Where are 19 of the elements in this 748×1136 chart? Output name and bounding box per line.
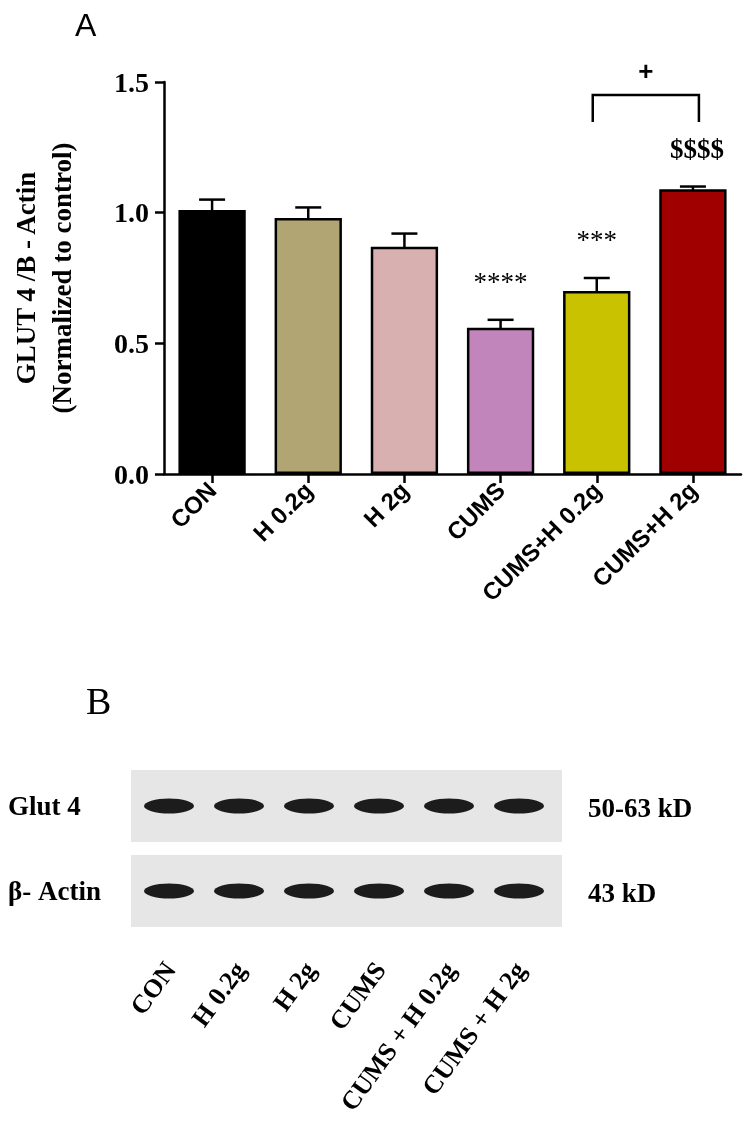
category-label: 43 kD [588, 878, 657, 908]
category-label: H 2g [267, 956, 322, 1017]
y-tick-label: 0.5 [114, 327, 149, 359]
category-label: β- Actin [8, 876, 101, 906]
category-label: Glut 4 [8, 791, 81, 821]
y-tick-label: 1.0 [114, 197, 149, 229]
category-label: H 0.2g [185, 956, 252, 1032]
annotation: *** [576, 225, 617, 255]
x-tick-label: H 0.2g [247, 476, 318, 547]
x-tick-label: H 2g [358, 476, 414, 533]
annotation: **** [473, 266, 528, 297]
y-tick-label: 0.0 [114, 458, 149, 490]
chart-title: A [75, 7, 97, 43]
y-axis-title: GLUT 4 /B - Actin (Normalized to control) [11, 142, 77, 414]
annotation: + [638, 56, 654, 86]
y-tick-label: 1.5 [114, 66, 149, 98]
text: B [86, 680, 112, 722]
annotation: $$$$ [669, 133, 724, 164]
category-label: 50-63 kD [588, 793, 693, 823]
